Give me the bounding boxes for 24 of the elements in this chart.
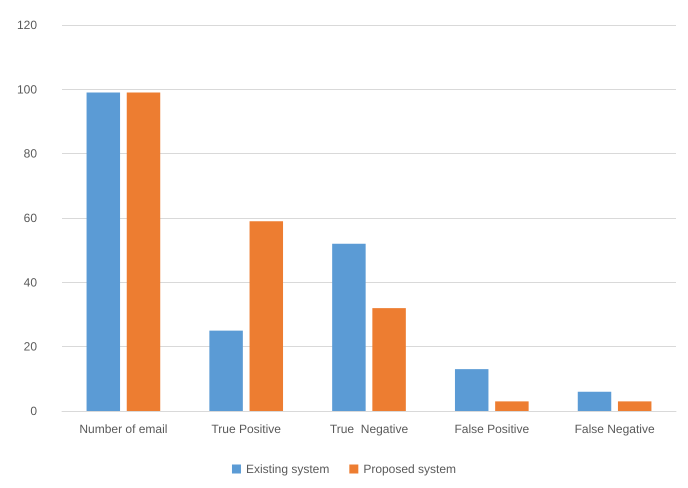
x-tick-label: True Negative — [330, 422, 408, 436]
bar — [126, 92, 160, 411]
y-tick-label: 80 — [24, 146, 38, 161]
bar — [372, 308, 406, 411]
bar — [250, 221, 284, 411]
y-tick-label: 120 — [16, 18, 38, 32]
bar — [86, 92, 120, 411]
x-tick-label: Number of email — [79, 422, 168, 436]
y-tick-label: 100 — [16, 82, 38, 96]
legend-label: Proposed system — [363, 462, 456, 476]
bar — [332, 244, 366, 411]
legend-label: Existing system — [246, 462, 330, 476]
y-tick-label: 40 — [24, 275, 38, 290]
bar — [454, 369, 488, 411]
bar — [495, 401, 529, 411]
bar — [578, 392, 612, 411]
bar — [618, 401, 652, 411]
bar — [209, 330, 243, 411]
x-tick-label: False Positive — [454, 422, 530, 436]
y-tick-label: 20 — [24, 340, 38, 354]
y-tick-label: 0 — [30, 404, 38, 418]
x-tick-label: True Positive — [211, 422, 282, 436]
x-tick-label: False Negative — [574, 422, 655, 436]
y-tick-label: 60 — [24, 211, 38, 225]
